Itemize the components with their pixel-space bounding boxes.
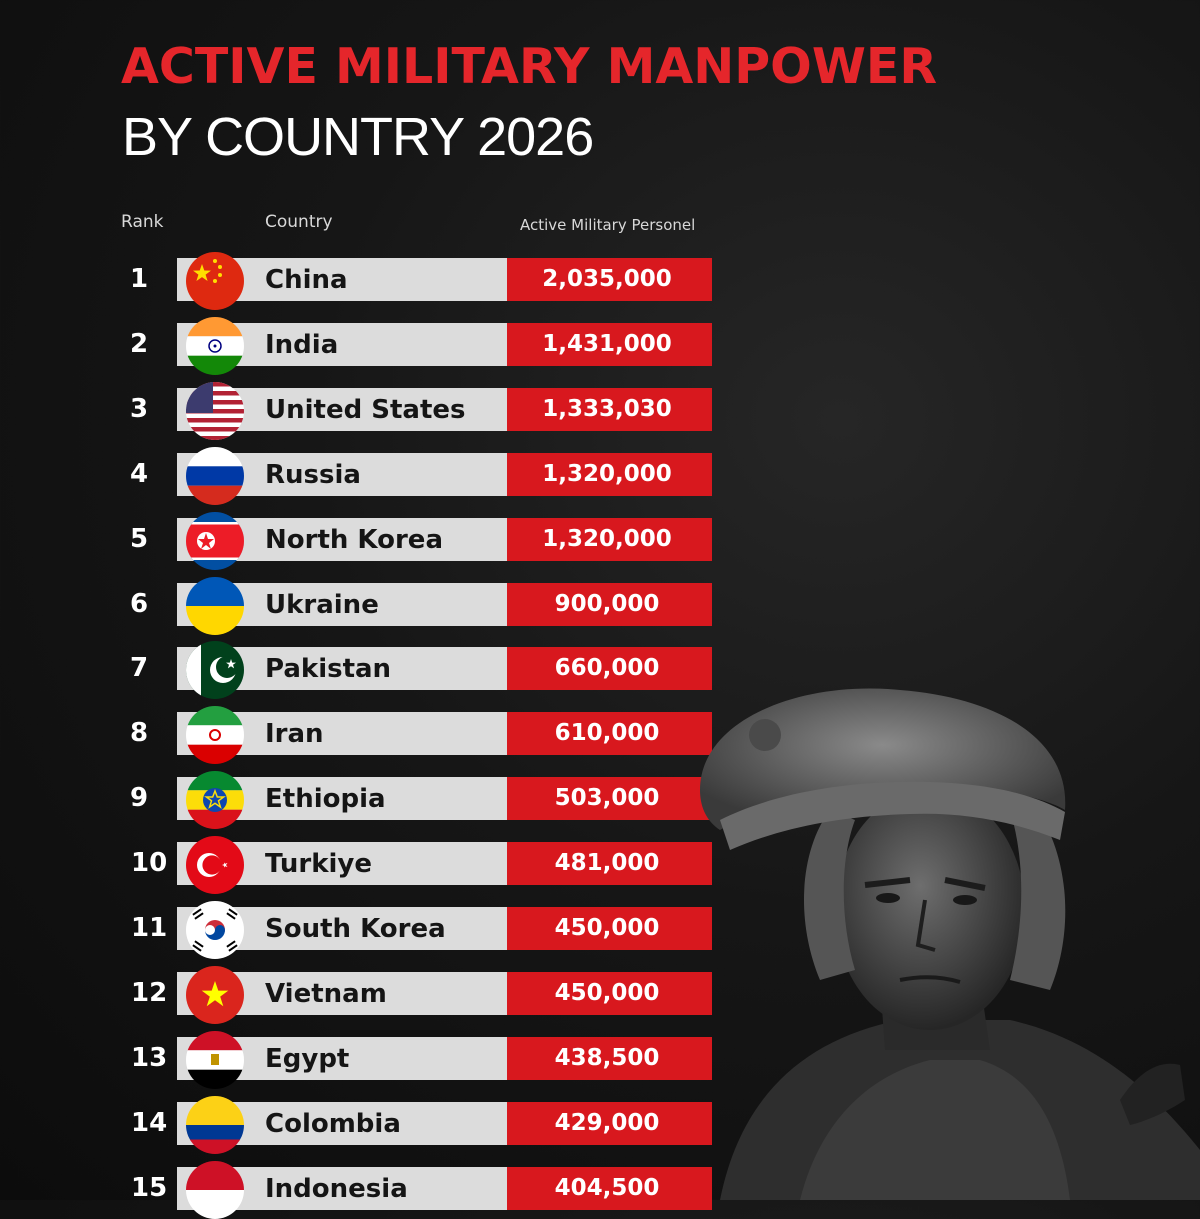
ethiopia-flag-icon bbox=[186, 771, 244, 829]
country-name: Turkiye bbox=[265, 849, 372, 879]
russia-flag-icon bbox=[186, 447, 244, 505]
india-flag-icon bbox=[186, 317, 244, 375]
country-name: Indonesia bbox=[265, 1174, 408, 1204]
country-name: South Korea bbox=[265, 914, 446, 944]
soldier-photo bbox=[700, 688, 1200, 1200]
country-name: North Korea bbox=[265, 525, 443, 555]
chart-subtitle: BY COUNTRY 2026 bbox=[122, 107, 594, 167]
iran-flag-icon bbox=[186, 706, 244, 764]
personnel-value: 404,500 bbox=[554, 1175, 660, 1201]
rank-label: 12 bbox=[131, 978, 168, 1008]
value-bar bbox=[507, 583, 712, 626]
north-korea-flag-icon bbox=[186, 512, 244, 570]
personnel-value: 503,000 bbox=[554, 785, 660, 811]
value-bar bbox=[507, 907, 712, 950]
personnel-value: 1,333,030 bbox=[542, 396, 672, 422]
rank-label: 15 bbox=[131, 1173, 168, 1203]
table-row: 3 United States 1,333,030 bbox=[0, 382, 720, 440]
table-row: 1 China 2,035,000 bbox=[0, 252, 720, 310]
country-name: Vietnam bbox=[265, 979, 387, 1009]
table-row: 7 Pakistan 660,000 bbox=[0, 641, 720, 699]
personnel-value: 1,431,000 bbox=[542, 331, 672, 357]
chart-title: ACTIVE MILITARY MANPOWER bbox=[121, 38, 938, 95]
egypt-flag-icon bbox=[186, 1031, 244, 1089]
indonesia-flag-icon bbox=[186, 1161, 244, 1219]
country-name: United States bbox=[265, 395, 466, 425]
value-bar bbox=[507, 1102, 712, 1145]
table-row: 13 Egypt 438,500 bbox=[0, 1031, 720, 1089]
table-row: 11 South Korea 450,000 bbox=[0, 901, 720, 959]
rank-label: 13 bbox=[131, 1043, 168, 1073]
table-row: 2 India 1,431,000 bbox=[0, 317, 720, 375]
value-bar bbox=[507, 453, 712, 496]
rank-label: 6 bbox=[130, 589, 149, 619]
value-bar bbox=[507, 712, 712, 755]
country-name: Iran bbox=[265, 719, 324, 749]
personnel-value: 450,000 bbox=[554, 980, 660, 1006]
country-name: India bbox=[265, 330, 339, 360]
table-row: 14 Colombia 429,000 bbox=[0, 1096, 720, 1154]
rank-label: 5 bbox=[130, 524, 149, 554]
value-bar bbox=[507, 972, 712, 1015]
rank-label: 11 bbox=[131, 913, 168, 943]
personnel-value: 1,320,000 bbox=[542, 526, 672, 552]
country-name: Russia bbox=[265, 460, 361, 490]
rank-label: 7 bbox=[130, 653, 149, 683]
table-row: 4 Russia 1,320,000 bbox=[0, 447, 720, 505]
table-row: 10 Turkiye 481,000 bbox=[0, 836, 720, 894]
rank-label: 10 bbox=[131, 848, 168, 878]
south-korea-flag-icon bbox=[186, 901, 244, 959]
china-flag-icon bbox=[186, 252, 244, 310]
table-row: 15 Indonesia 404,500 bbox=[0, 1161, 720, 1219]
value-bar bbox=[507, 1037, 712, 1080]
personnel-value: 429,000 bbox=[554, 1110, 660, 1136]
value-bar bbox=[507, 647, 712, 690]
rank-label: 8 bbox=[130, 718, 149, 748]
rank-label: 9 bbox=[130, 783, 149, 813]
table-row: 6 Ukraine 900,000 bbox=[0, 577, 720, 635]
usa-flag-icon bbox=[186, 382, 244, 440]
rank-label: 1 bbox=[130, 264, 149, 294]
vietnam-flag-icon bbox=[186, 966, 244, 1024]
country-name: Ethiopia bbox=[265, 784, 386, 814]
country-name: Egypt bbox=[265, 1044, 350, 1074]
column-header-country: Country bbox=[265, 212, 333, 232]
ukraine-flag-icon bbox=[186, 577, 244, 635]
country-name: Pakistan bbox=[265, 654, 392, 684]
country-name: China bbox=[265, 265, 348, 295]
country-name: Ukraine bbox=[265, 590, 379, 620]
table-row: 5 North Korea 1,320,000 bbox=[0, 512, 720, 570]
personnel-value: 900,000 bbox=[554, 591, 660, 617]
table-row: 9 Ethiopia 503,000 bbox=[0, 771, 720, 829]
personnel-value: 2,035,000 bbox=[542, 266, 672, 292]
personnel-value: 610,000 bbox=[554, 720, 660, 746]
value-bar bbox=[507, 518, 712, 561]
table-row: 12 Vietnam 450,000 bbox=[0, 966, 720, 1024]
value-bar bbox=[507, 258, 712, 301]
value-bar bbox=[507, 323, 712, 366]
personnel-value: 481,000 bbox=[554, 850, 660, 876]
value-bar bbox=[507, 777, 712, 820]
rank-label: 14 bbox=[131, 1108, 168, 1138]
pakistan-flag-icon bbox=[186, 641, 244, 699]
value-bar bbox=[507, 842, 712, 885]
colombia-flag-icon bbox=[186, 1096, 244, 1154]
column-header-rank: Rank bbox=[121, 212, 164, 232]
rank-label: 4 bbox=[130, 459, 149, 489]
personnel-value: 438,500 bbox=[554, 1045, 660, 1071]
rank-label: 3 bbox=[130, 394, 149, 424]
rank-label: 2 bbox=[130, 329, 149, 359]
turkiye-flag-icon bbox=[186, 836, 244, 894]
personnel-value: 450,000 bbox=[554, 915, 660, 941]
country-name: Colombia bbox=[265, 1109, 401, 1139]
personnel-value: 660,000 bbox=[554, 655, 660, 681]
table-row: 8 Iran 610,000 bbox=[0, 706, 720, 764]
personnel-value: 1,320,000 bbox=[542, 461, 672, 487]
column-header-value: Active Military Personel bbox=[520, 216, 696, 234]
value-bar bbox=[507, 388, 712, 431]
